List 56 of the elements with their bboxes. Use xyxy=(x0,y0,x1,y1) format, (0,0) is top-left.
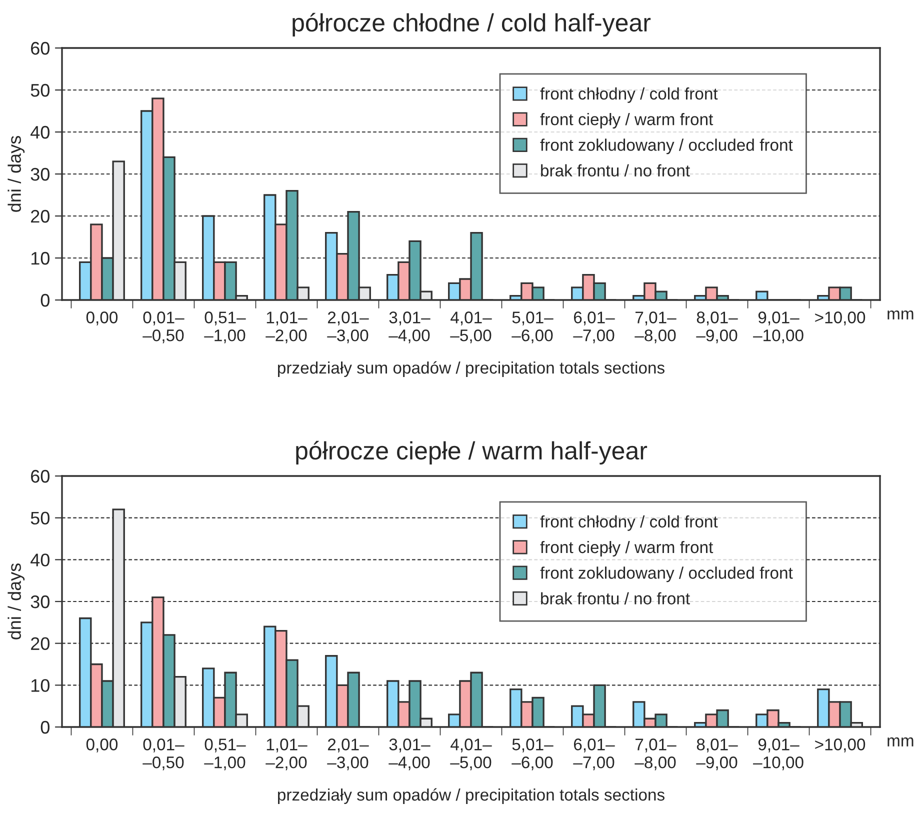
y-tick-label: 0 xyxy=(40,720,50,734)
legend-label: front zokludowany / occluded front xyxy=(540,566,793,582)
x-axis-title: przedziały sum opadów / precipitation totals sections xyxy=(278,361,664,377)
y-tick-label: 10 xyxy=(31,679,50,692)
chart-title: półrocze chłodne / cold half-year xyxy=(292,12,651,37)
y-tick-label: 60 xyxy=(31,42,50,55)
x-tick-label: 4,01– –5,00 xyxy=(450,312,492,344)
x-tick-label: 6,01– –7,00 xyxy=(573,312,615,344)
x-tick-label: 0,00 xyxy=(86,738,118,752)
y-axis-title: dni / days xyxy=(8,564,25,640)
x-tick-label: 0,01– –0,50 xyxy=(142,312,184,344)
x-tick-label: 4,01– –5,00 xyxy=(450,738,492,770)
legend-label: front ciepły / warm front xyxy=(540,113,714,129)
legend-label: front ciepły / warm front xyxy=(540,540,714,556)
x-tick-label: >10,00 xyxy=(815,738,866,752)
x-tick-label: 6,01– –7,00 xyxy=(573,738,615,770)
x-tick-label: 3,01– –4,00 xyxy=(388,312,430,344)
x-tick-label: 0,51– –1,00 xyxy=(204,738,246,770)
x-tick-label: 1,01– –2,00 xyxy=(266,738,308,770)
x-tick-label: 8,01– –9,00 xyxy=(696,312,738,344)
x-tick-label: 1,01– –2,00 xyxy=(266,312,308,344)
y-tick-label: 10 xyxy=(31,252,50,265)
x-tick-label: >10,00 xyxy=(815,312,866,326)
y-tick-label: 40 xyxy=(30,554,50,566)
y-tick-label: 20 xyxy=(31,637,50,650)
x-tick-label: 8,01– –9,00 xyxy=(696,738,738,770)
x-tick-label: 0,00 xyxy=(86,312,118,326)
y-tick-label: 40 xyxy=(30,126,50,139)
legend-label: brak frontu / no front xyxy=(541,592,690,604)
y-tick-label: 50 xyxy=(30,512,50,525)
x-tick-label: 0,51– –1,00 xyxy=(204,312,246,344)
y-axis-title: dni / days xyxy=(8,136,25,212)
x-tick-label: 9,01– –10,00 xyxy=(753,738,804,770)
x-tick-label: 2,01– –3,00 xyxy=(327,312,369,344)
legend-label: front zokludowany / occluded front xyxy=(540,138,793,154)
x-tick-label: 7,01– –8,00 xyxy=(634,738,676,770)
x-axis-title: przedziały sum opadów / precipitation totals sections xyxy=(278,788,664,804)
x-tick-label: 0,01– –0,50 xyxy=(142,738,184,770)
y-tick-label: 50 xyxy=(30,84,50,97)
chart-title: półrocze ciepłe / warm half-year xyxy=(296,440,648,465)
y-tick-label: 60 xyxy=(31,470,50,483)
legend-label: front chłodny / cold front xyxy=(540,87,718,103)
y-tick-label: 30 xyxy=(30,595,50,608)
x-tick-label: 2,01– –3,00 xyxy=(327,738,369,770)
legend-label: front chłodny / cold front xyxy=(540,515,718,531)
y-tick-label: 30 xyxy=(30,168,50,181)
x-tick-label: 9,01– –10,00 xyxy=(753,312,804,344)
legend-label: brak frontu / no front xyxy=(541,164,690,177)
x-tick-label: 5,01– –6,00 xyxy=(512,738,554,770)
x-tick-label: 3,01– –4,00 xyxy=(388,738,430,770)
x-tick-label: 5,01– –6,00 xyxy=(512,312,554,344)
text: mm xyxy=(888,310,914,320)
y-tick-label: 0 xyxy=(40,294,50,307)
text: mm xyxy=(888,737,914,746)
y-tick-label: 20 xyxy=(31,210,50,223)
x-tick-label: 7,01– –8,00 xyxy=(634,312,676,344)
